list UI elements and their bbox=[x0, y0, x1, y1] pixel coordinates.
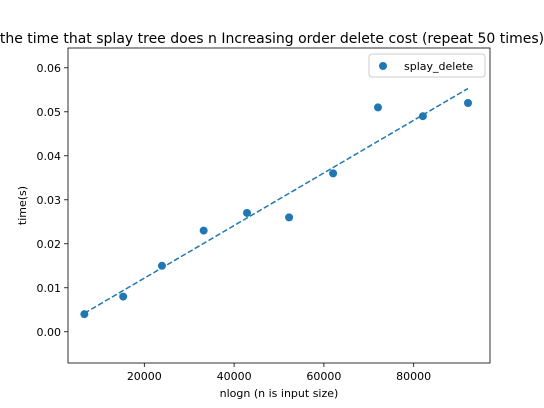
y-tick-label: 0.02 bbox=[37, 238, 62, 251]
data-point bbox=[329, 169, 338, 178]
x-tick-label: 80000 bbox=[396, 370, 431, 383]
data-point bbox=[119, 292, 128, 301]
data-point bbox=[464, 98, 473, 107]
data-point bbox=[373, 103, 382, 112]
y-tick-label: 0.00 bbox=[37, 326, 62, 339]
y-tick-label: 0.06 bbox=[37, 62, 62, 75]
y-tick-label: 0.01 bbox=[37, 282, 62, 295]
legend-box bbox=[368, 53, 486, 78]
legend-marker-splay-delete bbox=[379, 62, 387, 70]
x-tick-label: 60000 bbox=[306, 370, 341, 383]
data-point bbox=[243, 208, 252, 217]
x-tick-label: 40000 bbox=[217, 370, 252, 383]
data-point bbox=[80, 310, 89, 319]
data-point bbox=[285, 213, 294, 222]
legend: splay_delete bbox=[368, 53, 486, 78]
legend-label-splay-delete: splay_delete bbox=[404, 60, 473, 73]
x-axis: 20000 40000 60000 80000 bbox=[127, 363, 431, 383]
trend-line bbox=[83, 87, 469, 314]
data-point bbox=[199, 226, 208, 235]
y-tick-label: 0.03 bbox=[37, 194, 62, 207]
x-tick-label: 20000 bbox=[127, 370, 162, 383]
chart-title: the time that splay tree does n Increasi… bbox=[0, 31, 544, 47]
data-point bbox=[418, 112, 427, 121]
y-tick-label: 0.04 bbox=[37, 150, 62, 163]
y-axis: 0.00 0.01 0.02 0.03 0.04 0.05 0.06 bbox=[37, 62, 68, 339]
plot-frame bbox=[67, 47, 491, 364]
data-point bbox=[157, 261, 166, 270]
plot-area bbox=[80, 87, 473, 319]
y-tick-label: 0.05 bbox=[37, 106, 62, 119]
y-axis-title: time(s) bbox=[16, 186, 29, 225]
x-axis-title: nlogn (n is input size) bbox=[220, 387, 339, 400]
